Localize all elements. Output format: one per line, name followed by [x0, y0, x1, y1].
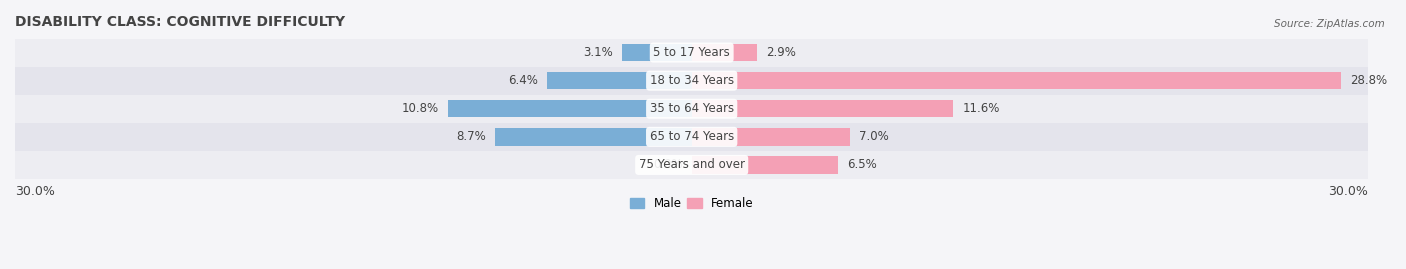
Text: 75 Years and over: 75 Years and over	[638, 158, 745, 171]
Text: 8.7%: 8.7%	[457, 130, 486, 143]
Text: 6.5%: 6.5%	[848, 158, 877, 171]
Bar	[15, 123, 1368, 151]
Bar	[15, 151, 1368, 179]
Bar	[15, 38, 1368, 67]
Text: 0.0%: 0.0%	[652, 158, 683, 171]
Text: 6.4%: 6.4%	[509, 74, 538, 87]
Bar	[15, 67, 1368, 95]
Text: 30.0%: 30.0%	[1329, 185, 1368, 198]
Text: 18 to 34 Years: 18 to 34 Years	[650, 74, 734, 87]
Bar	[692, 156, 838, 174]
Bar	[692, 44, 756, 61]
Bar	[692, 72, 1341, 89]
Text: 30.0%: 30.0%	[15, 185, 55, 198]
Bar	[692, 100, 953, 118]
Text: 2.9%: 2.9%	[766, 46, 796, 59]
Text: 10.8%: 10.8%	[402, 102, 439, 115]
Text: 3.1%: 3.1%	[583, 46, 613, 59]
Bar	[621, 44, 692, 61]
Bar	[692, 128, 849, 146]
Text: Source: ZipAtlas.com: Source: ZipAtlas.com	[1274, 19, 1385, 29]
Text: 65 to 74 Years: 65 to 74 Years	[650, 130, 734, 143]
Text: 5 to 17 Years: 5 to 17 Years	[654, 46, 730, 59]
Text: 7.0%: 7.0%	[859, 130, 889, 143]
Text: 35 to 64 Years: 35 to 64 Years	[650, 102, 734, 115]
Text: 28.8%: 28.8%	[1350, 74, 1388, 87]
Bar	[495, 128, 692, 146]
Bar	[15, 95, 1368, 123]
Text: DISABILITY CLASS: COGNITIVE DIFFICULTY: DISABILITY CLASS: COGNITIVE DIFFICULTY	[15, 15, 344, 29]
Legend: Male, Female: Male, Female	[626, 192, 758, 215]
Text: 11.6%: 11.6%	[962, 102, 1000, 115]
Bar	[449, 100, 692, 118]
Bar	[547, 72, 692, 89]
